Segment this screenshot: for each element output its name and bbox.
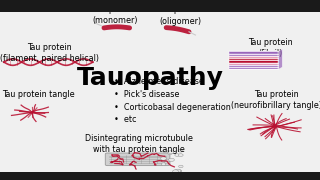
Polygon shape	[278, 49, 282, 69]
Bar	[0, 0, 320, 12]
Circle shape	[178, 149, 183, 152]
Text: Disintegrating microtubule
with tau protein tangle: Disintegrating microtubule with tau prot…	[85, 134, 193, 154]
Circle shape	[163, 149, 168, 152]
Circle shape	[172, 170, 179, 173]
Text: Tau protein tangle: Tau protein tangle	[2, 90, 75, 99]
Circle shape	[168, 151, 174, 154]
Text: Tau protein
(monomer): Tau protein (monomer)	[92, 5, 138, 26]
Circle shape	[161, 163, 166, 165]
Bar	[229, 63, 278, 65]
Text: Tau protein
(neurofibrillary tangle): Tau protein (neurofibrillary tangle)	[231, 90, 320, 110]
Circle shape	[175, 169, 181, 172]
Circle shape	[165, 159, 170, 162]
Text: •  Corticobasal degeneration: • Corticobasal degeneration	[114, 103, 230, 112]
Bar	[0, 172, 320, 180]
Text: Tau protein
(oligomer): Tau protein (oligomer)	[158, 5, 203, 26]
Bar	[229, 67, 278, 69]
Bar	[229, 56, 278, 58]
Text: •  Pick's disease: • Pick's disease	[114, 90, 179, 99]
Bar	[229, 60, 278, 63]
Text: Tauopathy: Tauopathy	[77, 66, 224, 90]
Bar	[229, 58, 278, 60]
Circle shape	[178, 154, 183, 157]
Text: •  Alzheimer's disease: • Alzheimer's disease	[114, 77, 204, 86]
Text: Tau protein
(fibril): Tau protein (fibril)	[248, 38, 293, 58]
Bar	[229, 54, 278, 56]
Bar	[229, 65, 278, 67]
Circle shape	[179, 165, 183, 168]
Circle shape	[175, 154, 180, 156]
Circle shape	[169, 158, 174, 161]
Text: Tau protein
(filament, paired helical): Tau protein (filament, paired helical)	[0, 43, 99, 63]
Circle shape	[178, 170, 182, 172]
Circle shape	[160, 157, 166, 160]
FancyBboxPatch shape	[105, 153, 170, 166]
Text: •  etc: • etc	[114, 115, 136, 124]
Bar	[229, 51, 278, 54]
Circle shape	[168, 152, 172, 155]
